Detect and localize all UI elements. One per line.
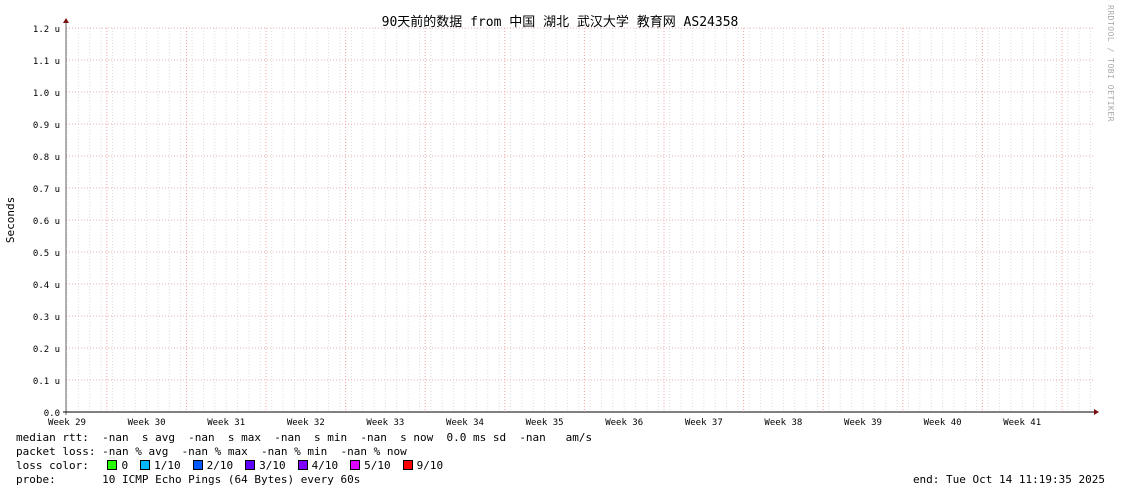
y-tick-label: 0.7 u: [33, 185, 60, 195]
loss-color-item-label: 5/10: [364, 459, 391, 472]
x-tick-label: Week 30: [128, 418, 166, 428]
x-tick-label: Week 37: [685, 418, 723, 428]
y-tick-label: 1.0 u: [33, 89, 60, 99]
y-axis-arrow: [63, 18, 69, 23]
loss-color-item-label: 9/10: [416, 459, 444, 472]
loss-color-legend: loss color: 0 1/10 2/10 3/10 4/10 5/10 9/10: [16, 459, 443, 473]
y-tick-label: 0.5 u: [33, 249, 60, 259]
x-tick-label: Week 31: [207, 418, 245, 428]
x-tick-label: Week 39: [844, 418, 882, 428]
x-tick-label: Week 36: [605, 418, 643, 428]
y-tick-label: 1.1 u: [33, 57, 60, 67]
x-tick-label: Week 38: [764, 418, 802, 428]
x-tick-label: Week 32: [287, 418, 325, 428]
chart: 0.0 0.1 u 0.2 u 0.3 u 0.4 u 0.5 u 0.6 u 0.7 u 0.…: [4, 14, 1099, 428]
probe-legend: probe: 10 ICMP Echo Pings (64 Bytes) eve…: [16, 473, 361, 486]
packet-loss-legend: packet loss: -nan % avg -nan % max -nan …: [16, 445, 407, 458]
loss-color-item-label: 0: [121, 459, 129, 472]
loss-color-item-label: 4/10: [311, 459, 339, 472]
loss-color-swatch: [402, 460, 413, 470]
loss-color-item-label: 3/10: [259, 459, 286, 472]
y-tick-label: 0.2 u: [33, 345, 60, 355]
y-tick-label: 0.3 u: [33, 313, 60, 323]
loss-color-item-label: 2/10: [206, 459, 234, 472]
loss-color-item-label: 1/10: [154, 459, 181, 472]
x-tick-label: Week 41: [1003, 418, 1041, 428]
chart-title: 90天前的数据 from 中国 湖北 武汉大学 教育网 AS24358: [382, 14, 739, 30]
loss-color-swatch: [140, 460, 151, 470]
y-tick-label: 0.6 u: [33, 217, 60, 227]
end-time: end: Tue Oct 14 11:19:35 2025: [912, 473, 1105, 486]
x-tick-label: Week 29: [48, 418, 86, 428]
loss-color-swatch: [350, 460, 361, 470]
y-axis-label: Seconds: [4, 197, 17, 243]
x-tick-label: Week 35: [526, 418, 564, 428]
loss-color-swatch: [245, 460, 256, 470]
y-tick-label: 0.4 u: [33, 281, 60, 291]
x-tick-label: Week 40: [924, 418, 962, 428]
y-tick-label: 0.0: [44, 409, 60, 419]
x-axis-arrow: [1094, 409, 1099, 415]
loss-color-label: loss color:: [16, 459, 96, 472]
y-tick-label: 1.2 u: [33, 25, 60, 35]
loss-color-swatch: [107, 460, 118, 470]
loss-color-swatch: [192, 460, 203, 470]
y-tick-label: 0.8 u: [33, 153, 60, 163]
loss-color-swatch: [297, 460, 308, 470]
x-tick-label: Week 33: [366, 418, 404, 428]
watermark: RRDTOOL / TOBI OETIKER: [1106, 5, 1115, 122]
median-rtt-legend: median rtt: -nan s avg -nan s max -nan s…: [16, 431, 593, 444]
y-tick-label: 0.1 u: [33, 377, 60, 387]
x-tick-label: Week 34: [446, 418, 484, 428]
y-tick-label: 0.9 u: [33, 121, 60, 131]
